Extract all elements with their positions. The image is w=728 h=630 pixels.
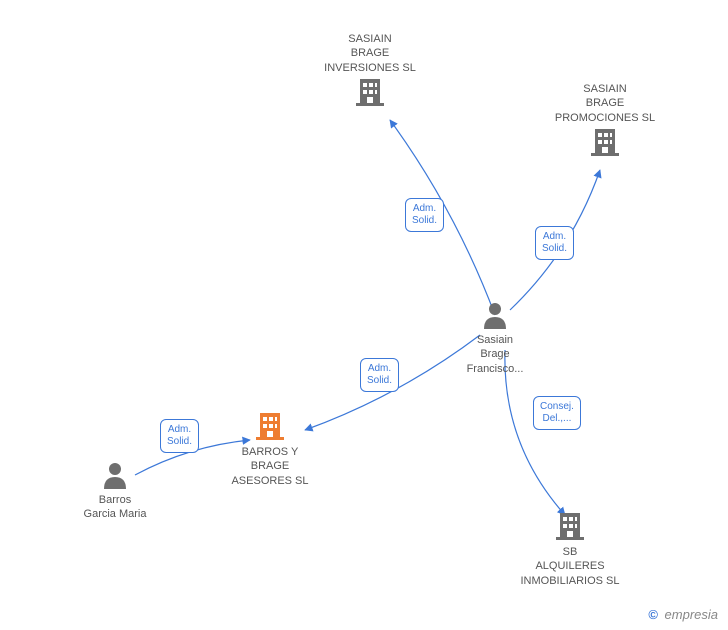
node-barros_brage[interactable]: BARROS YBRAGEASESORES SL — [215, 409, 325, 488]
watermark-text: empresia — [665, 607, 718, 622]
edge-label: Consej.Del.,... — [533, 396, 581, 430]
watermark: © empresia — [648, 607, 718, 622]
edge-label: Adm.Solid. — [160, 419, 199, 453]
diagram-canvas: SASIAINBRAGEINVERSIONES SL SASIAINBRAGEP… — [0, 0, 728, 630]
node-label: BarrosGarcia Maria — [70, 493, 160, 522]
node-sasiain_inv[interactable]: SASIAINBRAGEINVERSIONES SL — [315, 28, 425, 107]
node-sasiain_prom[interactable]: SASIAINBRAGEPROMOCIONES SL — [550, 78, 660, 157]
node-barros_person[interactable]: BarrosGarcia Maria — [70, 461, 160, 522]
edge-label: Adm.Solid. — [535, 226, 574, 260]
edge-label: Adm.Solid. — [405, 198, 444, 232]
node-label: SasiainBrageFrancisco... — [450, 333, 540, 376]
edge-label: Adm.Solid. — [360, 358, 399, 392]
node-sb_alq[interactable]: SBALQUILERESINMOBILIARIOS SL — [510, 509, 630, 588]
person-icon — [70, 461, 160, 489]
building-icon — [315, 75, 425, 107]
building-icon — [550, 125, 660, 157]
person-icon — [450, 301, 540, 329]
building-icon — [510, 509, 630, 541]
node-label: SBALQUILERESINMOBILIARIOS SL — [510, 545, 630, 588]
node-label: SASIAINBRAGEINVERSIONES SL — [315, 32, 425, 75]
node-label: BARROS YBRAGEASESORES SL — [215, 445, 325, 488]
building-icon — [215, 409, 325, 441]
node-label: SASIAINBRAGEPROMOCIONES SL — [550, 82, 660, 125]
watermark-symbol: © — [648, 607, 658, 622]
node-sasiain_person[interactable]: SasiainBrageFrancisco... — [450, 301, 540, 376]
